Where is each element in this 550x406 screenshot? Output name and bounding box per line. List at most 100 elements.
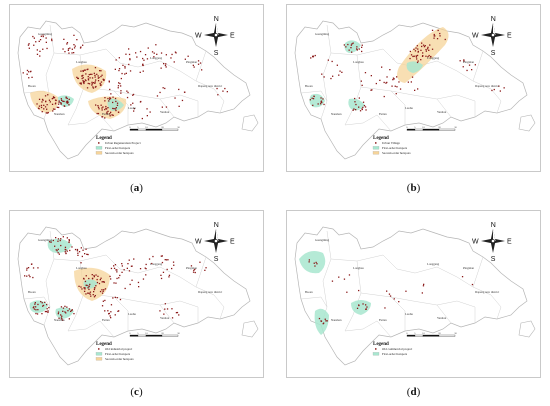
project-point: [152, 255, 154, 258]
project-point: [47, 111, 49, 114]
project-point: [355, 109, 357, 111]
project-point: [222, 90, 224, 92]
island-outline: [241, 114, 259, 132]
place-label: Longhua: [353, 266, 364, 270]
project-point: [48, 306, 50, 309]
project-point: [71, 246, 73, 248]
project-point: [93, 274, 95, 277]
project-point: [318, 317, 321, 320]
project-point: [47, 94, 49, 96]
scale-tick-label: 10: [422, 332, 425, 335]
project-point: [427, 46, 429, 48]
project-point: [466, 69, 468, 72]
project-point: [183, 91, 186, 93]
project-point: [108, 313, 110, 315]
project-point: [68, 52, 70, 54]
district-border: [195, 80, 225, 114]
place-label: Longhua: [353, 60, 364, 64]
project-point: [38, 98, 41, 100]
project-point: [27, 267, 30, 269]
legend-item-label: Urban Regeneration Project: [105, 141, 141, 145]
compass-letter-w: W: [195, 33, 202, 40]
project-point: [439, 32, 441, 35]
project-point: [63, 100, 65, 103]
project-point: [412, 55, 414, 58]
project-point: [77, 77, 79, 79]
project-point: [116, 269, 118, 271]
project-point: [125, 53, 127, 55]
project-point: [216, 87, 218, 90]
project-point: [37, 107, 40, 109]
scale-bar: 0 5 10 20 30: [406, 332, 457, 337]
project-point: [76, 39, 78, 41]
project-point: [100, 70, 102, 72]
district-boundaries: [294, 20, 536, 160]
project-point: [393, 298, 395, 300]
place-label: Futian: [102, 112, 110, 116]
project-point: [48, 99, 51, 101]
project-point: [37, 303, 39, 306]
caption-c: (c): [130, 386, 143, 398]
project-point: [96, 281, 99, 284]
project-point: [28, 47, 30, 49]
project-point: [40, 35, 42, 37]
project-point: [57, 252, 59, 254]
compass-letter-s: S: [491, 50, 496, 57]
project-point: [60, 317, 63, 319]
project-point: [81, 288, 83, 290]
project-point: [129, 70, 132, 72]
district-border: [472, 80, 502, 114]
project-point: [66, 97, 68, 100]
project-point: [41, 98, 44, 101]
project-point: [433, 33, 435, 36]
project-point: [84, 287, 86, 289]
compass-letter-w: W: [195, 239, 202, 246]
project-point: [82, 80, 84, 82]
project-point: [66, 42, 69, 44]
project-point: [33, 306, 35, 308]
scale-segment: [137, 128, 147, 131]
project-point: [87, 79, 90, 81]
place-label: Baoan: [28, 84, 36, 88]
project-point: [88, 292, 90, 294]
project-point: [354, 97, 356, 100]
place-label: Baoan: [28, 290, 36, 294]
district-border: [23, 296, 51, 308]
project-point: [37, 267, 39, 269]
project-point: [104, 100, 106, 102]
project-point: [55, 237, 57, 239]
project-point: [459, 60, 461, 62]
project-point: [398, 81, 400, 83]
project-point: [58, 100, 60, 102]
project-point: [98, 76, 100, 79]
project-point: [114, 264, 117, 266]
project-point: [197, 63, 200, 65]
project-point: [28, 77, 30, 79]
project-point: [65, 96, 67, 98]
district-border: [53, 48, 121, 64]
project-point: [64, 251, 66, 253]
project-point: [362, 303, 364, 305]
project-point: [110, 93, 112, 95]
district-border: [119, 256, 207, 288]
place-label: Guangming: [38, 238, 53, 242]
project-point: [102, 290, 104, 292]
project-point: [36, 49, 38, 51]
project-point: [109, 97, 111, 99]
legend-item-label: First-order hotspots: [105, 146, 131, 150]
project-point: [422, 55, 424, 57]
project-point: [81, 255, 83, 258]
project-point: [142, 57, 144, 60]
project-point: [417, 88, 419, 90]
project-point: [80, 83, 82, 85]
district-border: [330, 48, 398, 64]
project-point: [86, 284, 88, 287]
project-point: [392, 77, 395, 79]
project-point: [171, 267, 173, 270]
project-point: [105, 107, 107, 110]
project-point: [351, 51, 353, 53]
project-point: [88, 277, 90, 280]
first-order-hotspot: [83, 279, 98, 289]
scale-segment: [422, 334, 440, 337]
project-point: [325, 320, 327, 322]
